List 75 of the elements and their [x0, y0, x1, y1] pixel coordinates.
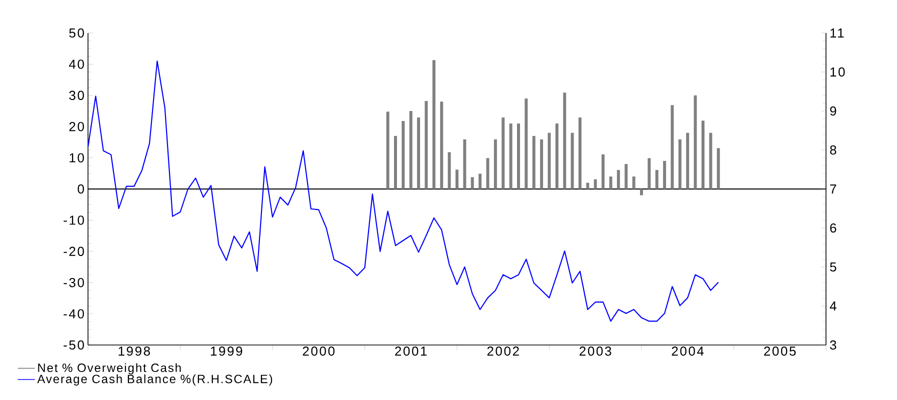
- bar: [448, 152, 451, 189]
- y-tick-label: -10: [64, 216, 84, 225]
- bar: [456, 170, 459, 189]
- bar: [616, 170, 620, 189]
- bar: [424, 101, 428, 189]
- y-tick-label: 20: [69, 122, 84, 132]
- bar: [586, 182, 590, 189]
- x-tick-label: 2004: [672, 346, 704, 356]
- y2-tick-label: 6: [830, 223, 836, 233]
- bar: [648, 158, 651, 189]
- y2-tick-label: 4: [830, 302, 836, 310]
- y-tick-label: 10: [70, 153, 84, 162]
- bar: [640, 188, 644, 196]
- bar: [548, 132, 551, 189]
- y2-tick-label: 8: [830, 145, 836, 155]
- bar: [578, 118, 582, 189]
- bar: [440, 102, 444, 189]
- bar: [702, 120, 705, 189]
- x-tick-label: 2003: [580, 346, 612, 356]
- y2-tick-label: 3: [830, 340, 836, 350]
- bar: [463, 139, 466, 189]
- bar: [417, 118, 420, 189]
- bar: [409, 110, 412, 189]
- bar: [386, 112, 390, 189]
- bar: [502, 118, 505, 189]
- x-tick-label: 2005: [764, 346, 796, 356]
- y2-tick-label: 9: [830, 106, 836, 116]
- bar: [524, 98, 528, 189]
- x-tick-label: 2002: [487, 346, 519, 356]
- bar: [478, 174, 482, 189]
- legend-label: Average Cash Balance %(R.H.SCALE): [37, 374, 272, 386]
- y-tick-label: 0: [78, 184, 84, 194]
- bar: [494, 139, 497, 189]
- bar: [602, 154, 605, 189]
- y2-tick-label: 7: [830, 184, 836, 194]
- y-tick-label: 40: [69, 60, 84, 69]
- bar: [655, 170, 658, 189]
- bar: [540, 139, 544, 189]
- y2-tick-label: 11: [830, 28, 844, 38]
- y2-tick-label: 10: [830, 67, 845, 77]
- y-tick-label: -50: [64, 340, 84, 350]
- x-tick-label: 1999: [210, 346, 242, 356]
- bar: [632, 176, 636, 189]
- bar: [594, 179, 597, 189]
- x-tick-label: 1998: [118, 346, 150, 356]
- bar: [432, 60, 436, 189]
- bar: [570, 132, 574, 189]
- bar: [709, 132, 712, 189]
- bar: [624, 164, 628, 189]
- bar: [509, 123, 512, 189]
- bar: [694, 95, 697, 189]
- bar: [609, 176, 612, 189]
- line-series: [88, 60, 719, 322]
- y-tick-label: -30: [64, 278, 84, 288]
- bar: [517, 123, 520, 189]
- bar: [716, 148, 720, 189]
- bar: [394, 136, 397, 189]
- bar: [678, 139, 682, 189]
- bar: [555, 123, 558, 189]
- y2-tick-label: 5: [830, 262, 836, 272]
- x-tick-label: 2001: [395, 346, 427, 356]
- legend-label: Net % Overweight Cash: [38, 363, 181, 374]
- y-tick-label: -20: [64, 246, 84, 256]
- y-tick-label: 50: [69, 28, 84, 38]
- bar: [563, 92, 566, 189]
- y-tick-label: 30: [69, 90, 84, 100]
- bar: [532, 136, 536, 189]
- bar: [470, 177, 474, 189]
- y-tick-label: -40: [64, 309, 84, 318]
- bar: [670, 105, 674, 189]
- bar: [486, 158, 490, 189]
- bar: [402, 120, 405, 189]
- bar: [686, 132, 690, 189]
- x-tick-label: 2000: [302, 346, 335, 356]
- bar: [663, 160, 666, 189]
